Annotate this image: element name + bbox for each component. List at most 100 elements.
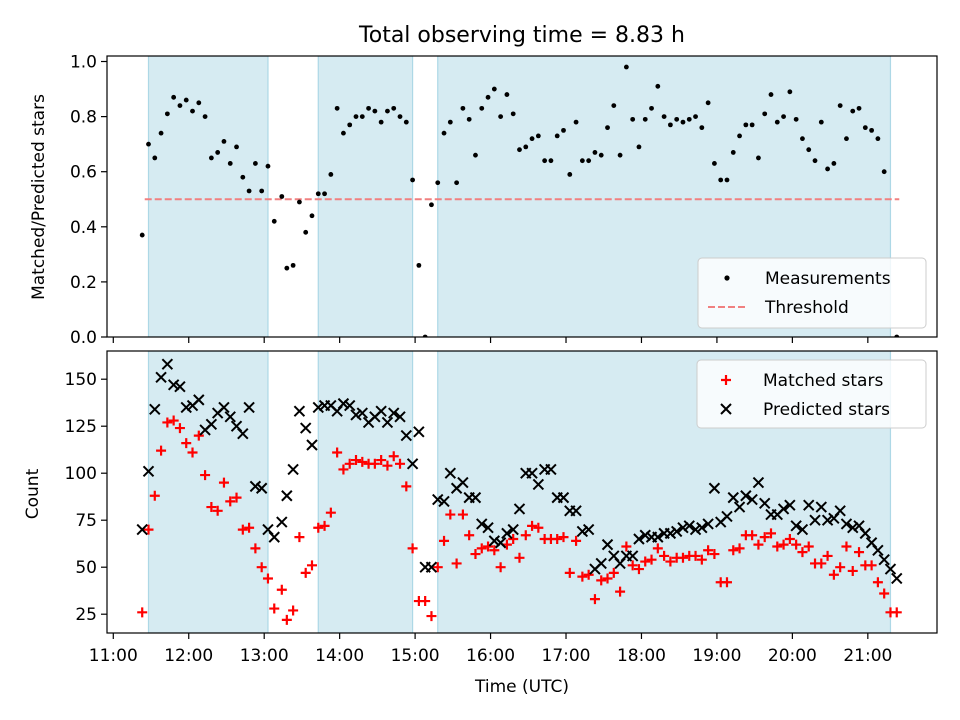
predicted-stars-point <box>721 510 733 523</box>
matched-stars-point <box>621 541 632 552</box>
measurement-point <box>416 262 422 268</box>
matched-stars-point <box>571 535 582 546</box>
measurement-point <box>542 158 548 164</box>
legend-predicted-label: Predicted stars <box>763 400 890 420</box>
measurement-point <box>875 136 881 142</box>
matched-stars-point <box>281 614 292 625</box>
predicted-stars-point <box>142 465 155 478</box>
predicted-stars-point <box>790 520 802 532</box>
predicted-stars-point <box>784 499 796 511</box>
top-y-tick-label: 0.2 <box>70 273 97 293</box>
measurement-point <box>177 103 183 108</box>
measurement-point <box>636 144 642 150</box>
matched-stars-point <box>495 562 506 573</box>
measurement-point <box>498 114 504 120</box>
x-tick-label: 19:00 <box>692 646 741 666</box>
measurement-point <box>630 116 636 122</box>
measurement-point <box>454 180 460 186</box>
matched-stars-point <box>439 535 450 546</box>
predicted-stars-point <box>872 544 884 556</box>
predicted-stars-point <box>639 529 651 541</box>
measurement-point <box>686 116 692 122</box>
matched-stars-point <box>514 552 525 563</box>
matched-stars-point <box>426 611 437 622</box>
predicted-stars-point <box>255 482 268 494</box>
measurement-point <box>756 155 761 161</box>
x-axis-label: Time (UTC) <box>474 677 569 697</box>
matched-stars-point <box>564 567 575 578</box>
measurement-point <box>221 139 227 144</box>
measurement-point <box>359 114 365 120</box>
measurement-point <box>642 116 648 122</box>
measurement-point <box>309 213 315 219</box>
chart-title: Total observing time = 8.83 h <box>358 23 685 48</box>
measurement-point <box>869 127 875 133</box>
matched-stars-point <box>709 549 720 560</box>
matched-stars-point <box>797 547 808 558</box>
matched-stars-point <box>470 549 481 560</box>
predicted-stars-point <box>884 563 897 575</box>
predicted-stars-point <box>205 418 218 431</box>
matched-stars-point <box>646 554 657 565</box>
measurement-point <box>699 125 705 131</box>
matched-stars-point <box>659 550 670 561</box>
matched-stars-point <box>262 573 273 584</box>
matched-stars-point <box>527 520 538 531</box>
matched-stars-point <box>344 458 355 469</box>
matched-stars-point <box>608 567 619 578</box>
predicted-stars-point <box>276 516 288 528</box>
matched-stars-point <box>420 596 431 607</box>
top-y-tick-label: 0.0 <box>70 328 97 348</box>
predicted-stars-point <box>494 537 507 549</box>
predicted-stars-point <box>670 525 683 538</box>
x-tick-label: 20:00 <box>768 646 817 666</box>
measurement-point <box>171 94 177 100</box>
predicted-stars-point <box>293 405 306 417</box>
matched-stars-point <box>828 569 839 580</box>
top-y-tick-label: 0.8 <box>70 108 97 128</box>
predicted-stars-point <box>312 401 324 414</box>
matched-stars-point <box>162 417 173 428</box>
measurement-point <box>366 105 371 111</box>
matched-stars-point <box>294 532 305 543</box>
predicted-stars-point <box>299 422 312 434</box>
measurement-point <box>183 97 189 103</box>
predicted-stars-point <box>696 522 708 534</box>
matched-stars-point <box>432 562 443 573</box>
predicted-stars-point <box>400 429 413 442</box>
predicted-stars-point <box>809 514 821 526</box>
matched-stars-point <box>156 445 167 456</box>
measurement-point <box>385 108 390 114</box>
predicted-stars-point <box>482 522 494 534</box>
measurement-point <box>743 122 749 128</box>
bottom-y-axis-label: Count <box>23 468 43 519</box>
measurement-point <box>208 155 214 161</box>
measurement-point <box>573 119 579 125</box>
matched-stars-point <box>250 543 261 554</box>
predicted-stars-point <box>626 550 639 562</box>
measurement-point <box>831 161 837 166</box>
measurement-point <box>674 116 680 122</box>
measurement-point <box>649 105 654 111</box>
measurement-point <box>561 127 566 133</box>
predicted-stars-point <box>180 401 192 414</box>
matched-stars-point <box>319 520 330 531</box>
measurement-point <box>837 103 843 108</box>
predicted-stars-point <box>740 490 752 502</box>
predicted-stars-point <box>337 397 350 410</box>
measurement-point <box>441 130 447 136</box>
matched-stars-point <box>313 522 324 533</box>
measurement-point <box>623 64 629 70</box>
matched-stars-point <box>803 541 814 552</box>
x-tick-label: 14:00 <box>315 646 364 666</box>
x-tick-label: 12:00 <box>164 646 213 666</box>
bottom-observing-band-2 <box>317 351 414 633</box>
matched-stars-point <box>766 528 776 539</box>
predicted-stars-point <box>438 495 450 508</box>
predicted-stars-point <box>432 493 444 506</box>
matched-stars-point <box>734 543 745 554</box>
matched-stars-point <box>382 460 393 471</box>
legend-matched-label: Matched stars <box>763 371 883 391</box>
predicted-stars-point <box>167 379 180 391</box>
matched-stars-point <box>520 530 531 541</box>
